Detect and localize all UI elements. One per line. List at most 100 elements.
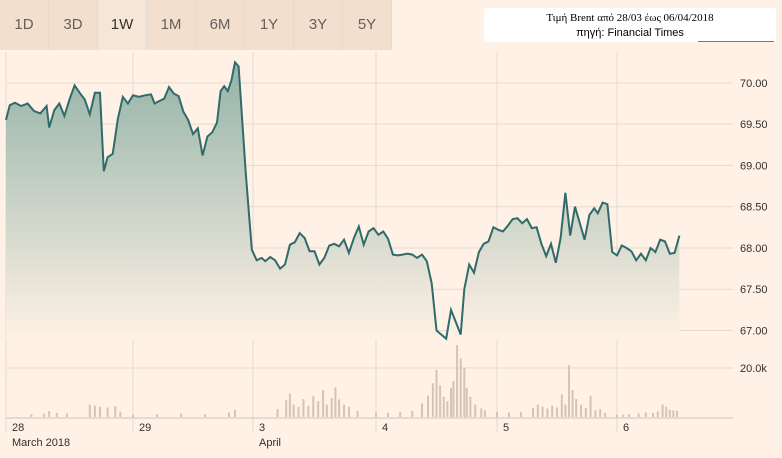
- volume-bar: [652, 412, 654, 417]
- volume-bar: [65, 413, 68, 417]
- volume-bar: [43, 413, 46, 417]
- x-tick-label: 5: [503, 422, 509, 434]
- volume-bar: [285, 400, 288, 417]
- volume-bar: [446, 401, 449, 417]
- info-box: Τιμή Brent από 28/03 έως 06/04/2018 πηγή…: [484, 8, 776, 42]
- volume-tick-label: 20.0k: [740, 363, 767, 375]
- tab-6m[interactable]: 6M: [196, 0, 245, 50]
- volume-bar: [637, 413, 640, 417]
- tab-1d[interactable]: 1D: [0, 0, 49, 50]
- volume-bar: [302, 399, 305, 417]
- volume-bar: [450, 387, 453, 417]
- tab-3y[interactable]: 3Y: [294, 0, 343, 50]
- volume-bar: [541, 406, 544, 417]
- volume-bar: [132, 414, 134, 417]
- volume-bar: [399, 412, 402, 417]
- x-tick-label: 28: [12, 422, 24, 434]
- price-area: [6, 62, 680, 341]
- volume-bar: [575, 399, 578, 417]
- volume-bar: [668, 409, 671, 417]
- x-tick-sublabel: April: [259, 437, 281, 449]
- tab-3d[interactable]: 3D: [49, 0, 98, 50]
- volume-bar: [672, 410, 675, 417]
- y-tick-label: 68.50: [740, 202, 768, 214]
- y-tick-label: 70.00: [740, 78, 768, 90]
- volume-bar: [322, 390, 325, 417]
- y-tick-label: 67.50: [740, 284, 768, 296]
- volume-bar: [439, 385, 442, 417]
- x-tick-label: 29: [139, 422, 151, 434]
- volume-bar: [568, 365, 570, 417]
- tab-1w[interactable]: 1W: [98, 0, 147, 50]
- volume-bar: [411, 410, 414, 417]
- info-source: πηγή: Financial Times: [576, 27, 684, 39]
- x-tick-label: 4: [382, 422, 388, 434]
- volume-bar: [628, 414, 630, 417]
- tab-1y[interactable]: 1Y: [245, 0, 294, 50]
- volume-bar: [622, 414, 624, 417]
- volume-bar: [480, 408, 483, 417]
- volume-bar: [656, 411, 659, 417]
- y-tick-label: 69.50: [740, 119, 768, 131]
- volume-bar: [420, 403, 423, 417]
- volume-bar: [469, 396, 472, 417]
- volume-bar: [508, 412, 510, 417]
- volume-bar: [496, 412, 498, 417]
- volume-bar: [98, 406, 101, 417]
- volume-bar: [463, 367, 466, 417]
- volume-bar: [435, 369, 438, 417]
- volume-bar: [483, 410, 486, 417]
- volume-bar: [228, 412, 230, 417]
- volume-bar: [356, 410, 359, 417]
- volume-bar: [375, 412, 377, 417]
- volume-bar: [204, 414, 206, 417]
- volume-bar: [560, 394, 563, 417]
- tab-1m[interactable]: 1M: [147, 0, 196, 50]
- volume-bar: [114, 406, 117, 417]
- volume-bar: [55, 412, 58, 417]
- volume-bar: [292, 404, 295, 417]
- volume-bar: [334, 387, 337, 417]
- volume-bar: [594, 410, 597, 417]
- volume-bar: [644, 412, 647, 417]
- volume-bar: [30, 414, 33, 417]
- volume-bar: [330, 397, 333, 417]
- x-tick-sublabel: March 2018: [12, 437, 70, 449]
- volume-bar: [452, 381, 455, 417]
- volume-bar: [427, 395, 430, 417]
- volume-bar: [665, 406, 668, 417]
- volume-bar: [276, 409, 279, 417]
- volume-bar: [48, 411, 51, 417]
- volume-bar: [474, 404, 477, 417]
- volume-bar: [431, 383, 434, 417]
- volume-bar: [312, 396, 315, 417]
- volume-bar: [551, 405, 554, 417]
- volume-bar: [234, 409, 236, 417]
- volume-bar: [465, 387, 468, 417]
- info-title: Τιμή Brent από 28/03 έως 06/04/2018: [546, 12, 714, 24]
- volume-bar: [589, 395, 592, 417]
- volume-bar: [297, 406, 300, 417]
- tab-5y[interactable]: 5Y: [343, 0, 392, 50]
- volume-bar: [325, 404, 328, 417]
- volume-bar: [661, 404, 664, 417]
- info-underline: [698, 41, 774, 42]
- volume-bar: [288, 393, 291, 417]
- volume-bar: [387, 412, 390, 417]
- volume-bar: [442, 396, 445, 417]
- volume-bar: [546, 408, 549, 417]
- volume-bar: [599, 409, 602, 417]
- volume-bar: [556, 407, 558, 417]
- volume-bar: [180, 413, 182, 417]
- volume-bar: [571, 390, 574, 417]
- volume-bar: [564, 404, 567, 417]
- y-tick-label: 68.00: [740, 243, 768, 255]
- volume-bar: [580, 404, 582, 417]
- volume-bar: [88, 404, 91, 417]
- y-tick-label: 69.00: [740, 160, 768, 172]
- volume-bar: [119, 411, 122, 417]
- volume-bar: [307, 405, 310, 417]
- x-tick-label: 3: [259, 422, 265, 434]
- volume-bar: [343, 404, 346, 417]
- volume-bar: [459, 358, 462, 417]
